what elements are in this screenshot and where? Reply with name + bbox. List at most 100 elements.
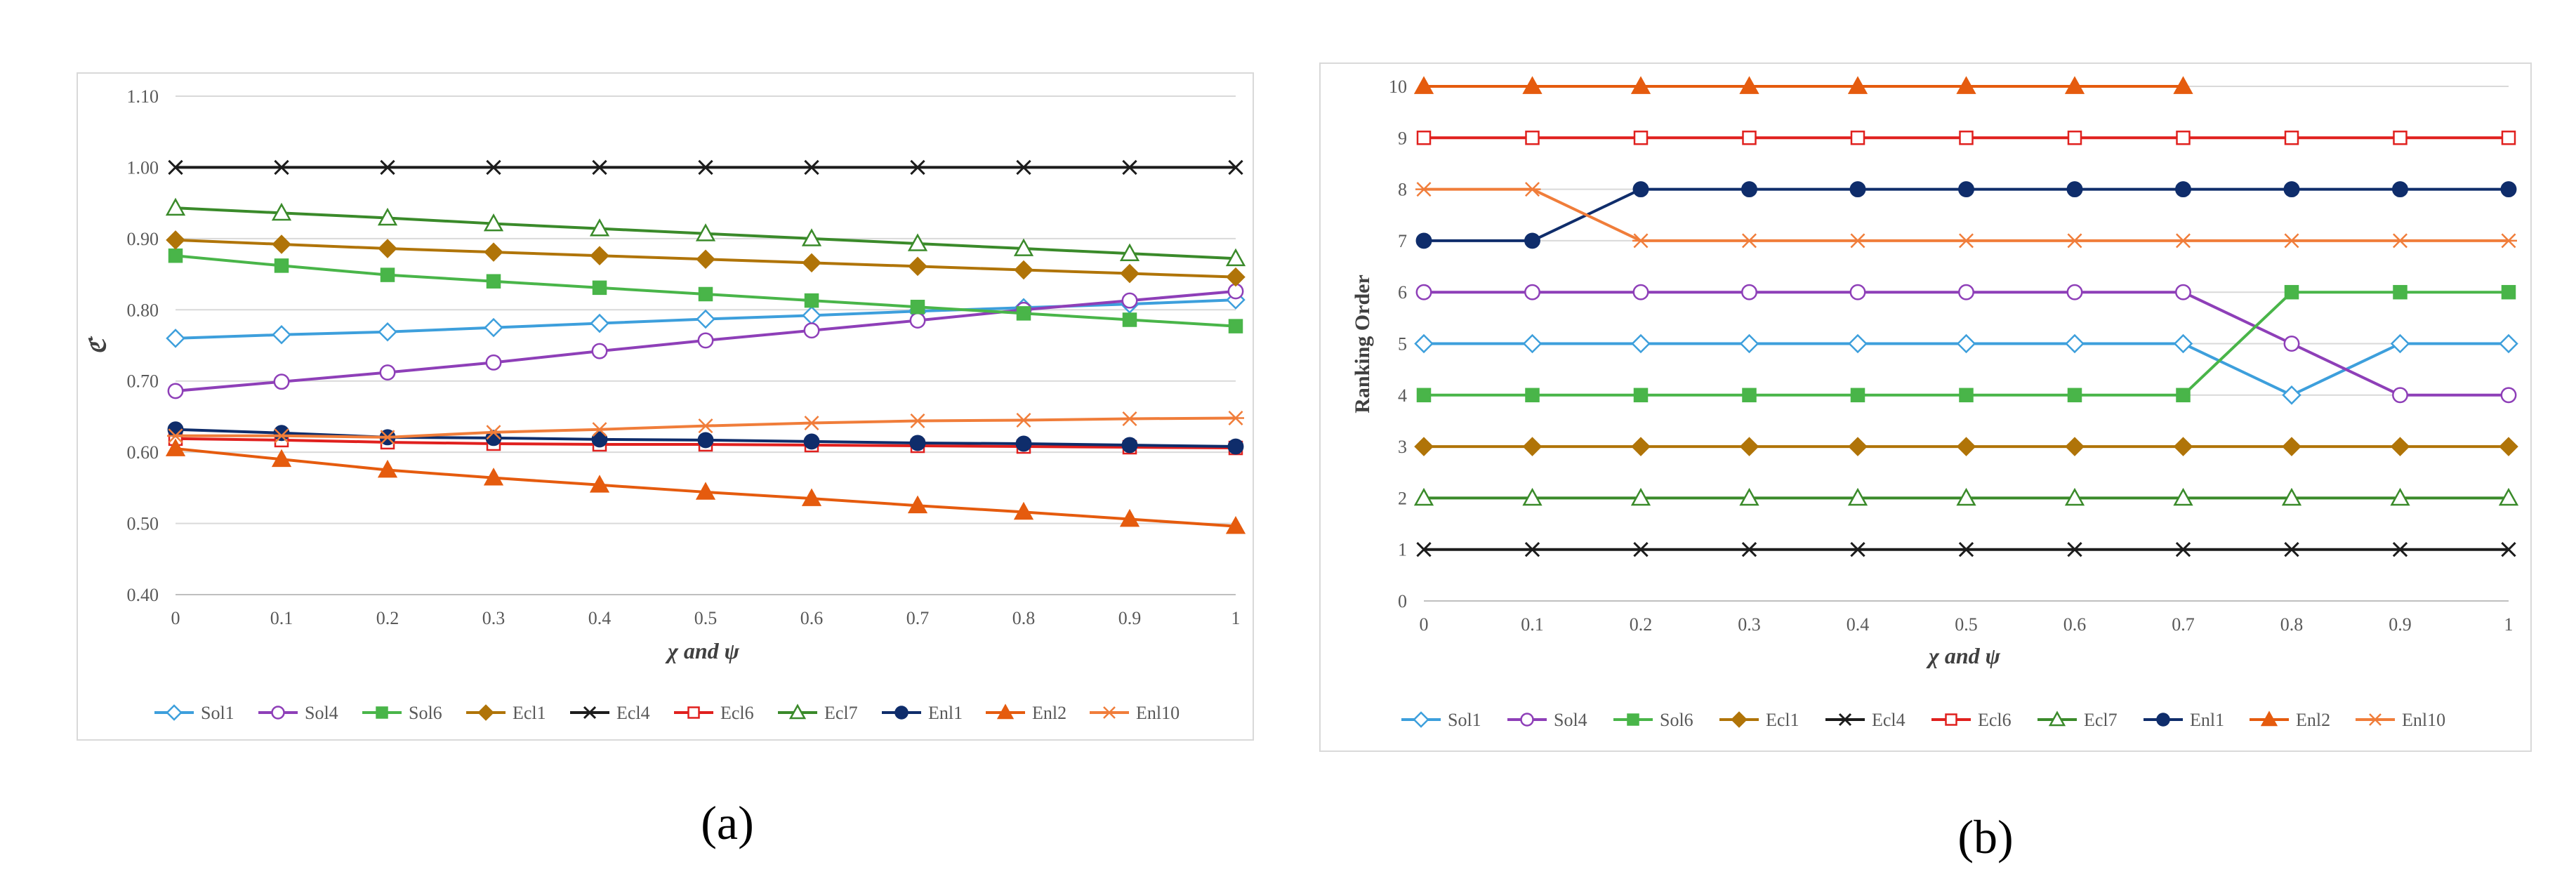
chart-b-legend-marker bbox=[2260, 710, 2278, 727]
chart-a-series-sol6 bbox=[168, 248, 1243, 333]
chart-b-series-sol4-point bbox=[1632, 284, 1649, 300]
caption-a: (a) bbox=[701, 796, 753, 849]
chart-b-x-axis-title: χ and ψ bbox=[1926, 643, 2001, 668]
chart-a-series-ecl7-point bbox=[1225, 248, 1246, 267]
chart-b-series-ecl7-point bbox=[2390, 487, 2410, 506]
chart-b-series-ecl6-point bbox=[1633, 131, 1649, 145]
chart-a-y-tick-label: 0.80 bbox=[127, 300, 159, 320]
chart-b-legend-label: Sol1 bbox=[1448, 710, 1481, 730]
chart-b-series-enl10-point bbox=[1415, 182, 1432, 197]
chart-b-series-ecl7-point bbox=[1956, 487, 1976, 506]
chart-b-x-tick-label: 0.6 bbox=[2063, 614, 2087, 635]
chart-a-series-sol6-point bbox=[1016, 306, 1031, 321]
chart-b-series-enl1-point bbox=[2175, 181, 2191, 198]
chart-a-series-sol4-point bbox=[591, 343, 608, 359]
chart-b-series-ecl4-point bbox=[1524, 542, 1540, 557]
chart-a-series-sol4-point bbox=[803, 322, 820, 339]
chart-a-series-sol6-point bbox=[698, 286, 713, 302]
chart-b-series-sol4-point bbox=[2175, 284, 2191, 300]
chart-a-series-sol4-point bbox=[485, 354, 502, 371]
chart-a-series-ecl1-point bbox=[272, 234, 291, 254]
chart-a-series-ecl4-point bbox=[486, 159, 501, 176]
chart-a-series-sol1-point bbox=[378, 322, 397, 342]
chart-b-legend-marker bbox=[1731, 711, 1748, 728]
chart-b-series-enl10-point bbox=[2500, 233, 2517, 249]
chart-a-y-tick-label: 0.70 bbox=[127, 371, 159, 392]
chart-b-series-enl2-point bbox=[1522, 76, 1543, 94]
chart-b-series-ecl6-point bbox=[1525, 131, 1540, 145]
chart-b-series-ecl7-point bbox=[1739, 487, 1759, 506]
chart-b-series-enl1-point bbox=[1632, 181, 1649, 198]
chart-b-legend-item-sol4: Sol4 bbox=[1507, 710, 1587, 730]
chart-b-y-tick-label: 9 bbox=[1398, 128, 1407, 148]
chart-b-series-ecl6 bbox=[1416, 131, 2516, 145]
chart-a-x-tick-label: 0.3 bbox=[482, 608, 506, 628]
chart-b-series-sol1-point bbox=[1956, 333, 1976, 354]
chart-a-legend-marker bbox=[996, 703, 1015, 720]
chart-a-series-sol4-point bbox=[379, 364, 396, 381]
chart-b-legend-label: Enl2 bbox=[2296, 710, 2330, 730]
chart-b-series-ecl4-point bbox=[1633, 542, 1649, 557]
chart-a-legend-label: Enl1 bbox=[928, 703, 963, 723]
chart-b-series-sol6 bbox=[1416, 284, 2516, 403]
chart-a-legend-item-sol6: Sol6 bbox=[362, 703, 442, 723]
chart-a-series-enl10-point bbox=[379, 430, 396, 445]
chart-b-series-enl2 bbox=[1413, 76, 2193, 94]
chart-b-series-ecl1-point bbox=[1739, 437, 1759, 456]
chart-b-series-enl1-point bbox=[2066, 181, 2083, 198]
chart-b-series-enl10-point bbox=[1849, 233, 1866, 249]
chart-b-series-ecl6-point bbox=[1959, 131, 1974, 145]
chart-b-series-enl2-point bbox=[2064, 76, 2085, 94]
chart-a-series-ecl4-point bbox=[592, 159, 607, 176]
chart-b-series-sol1-point bbox=[2282, 385, 2301, 405]
chart-a-series-ecl4 bbox=[168, 159, 1243, 176]
chart-a-x-tick-label: 0.2 bbox=[376, 608, 399, 628]
chart-a-series-ecl7-point bbox=[589, 218, 610, 237]
chart-b-series-ecl6-point bbox=[2176, 131, 2191, 145]
chart-b-series-sol4-point bbox=[1849, 284, 1866, 300]
chart-b-legend-item-sol1: Sol1 bbox=[1401, 710, 1481, 730]
chart-b-x-tick-label: 0.2 bbox=[1630, 614, 1653, 635]
chart-b-legend-label: Enl10 bbox=[2402, 710, 2445, 730]
chart-b-series-ecl4-point bbox=[2284, 542, 2299, 557]
chart-a-series-ecl4-point bbox=[910, 159, 925, 176]
chart-b-series-sol1-point bbox=[2173, 333, 2193, 354]
chart-b-series-enl2-point bbox=[1956, 76, 1976, 94]
chart-b-series-sol6-point bbox=[1525, 388, 1540, 403]
chart-a-series-ecl1-point bbox=[696, 249, 715, 270]
chart-a-series-enl1-point bbox=[591, 431, 608, 448]
chart-b-legend-label: Ecl7 bbox=[2084, 710, 2118, 730]
chart-a-series-ecl7-point bbox=[695, 223, 716, 242]
chart-a-series-enl2-point bbox=[695, 482, 716, 500]
chart-b-series-sol4-point bbox=[2066, 284, 2083, 300]
chart-b-legend-marker bbox=[2156, 713, 2170, 727]
chart-a-legend-label: Ecl7 bbox=[824, 703, 858, 723]
chart-b-legend-item-ecl7: Ecl7 bbox=[2037, 710, 2118, 730]
chart-a-legend-item-ecl4: Ecl4 bbox=[570, 703, 650, 723]
chart-b-y-tick-label: 3 bbox=[1398, 437, 1407, 457]
chart-a-legend-item-ecl6: Ecl6 bbox=[674, 703, 754, 723]
chart-a-series-enl1-point bbox=[909, 435, 926, 451]
chart-a-legend-item-ecl7: Ecl7 bbox=[778, 703, 858, 723]
chart-b-x-tick-label: 0.9 bbox=[2389, 614, 2412, 635]
chart-a-legend-item-enl1: Enl1 bbox=[882, 703, 963, 723]
chart-b-series-sol6-point bbox=[2176, 388, 2191, 403]
chart-a-y-tick-label: 0.90 bbox=[127, 229, 159, 249]
chart-b-series-sol6-point bbox=[1633, 388, 1649, 403]
chart-a-legend-label: Enl2 bbox=[1032, 703, 1066, 723]
chart-b-legend-marker bbox=[1627, 713, 1639, 726]
chart-a-series-sol4-point bbox=[1121, 292, 1138, 309]
chart-a-legend-marker bbox=[477, 704, 494, 721]
chart-a-legend-item-ecl1: Ecl1 bbox=[466, 703, 546, 723]
chart-a-legend-marker bbox=[376, 706, 388, 719]
chart-b-series-ecl1-point bbox=[2282, 437, 2301, 456]
chart-a-series-ecl4-point bbox=[380, 159, 395, 176]
chart-b-series-ecl4-point bbox=[1850, 542, 1865, 557]
chart-a-series-sol6-point bbox=[1228, 319, 1243, 333]
chart-b-series-ecl4-point bbox=[2067, 542, 2082, 557]
chart-a-series-ecl7-point bbox=[907, 233, 928, 251]
chart-b-legend-label: Ecl1 bbox=[1766, 710, 1799, 730]
chart-a-series-sol1-point bbox=[696, 309, 715, 329]
chart-a-series-ecl7-point bbox=[377, 207, 398, 226]
chart-b-series-enl10-point bbox=[1632, 233, 1649, 249]
